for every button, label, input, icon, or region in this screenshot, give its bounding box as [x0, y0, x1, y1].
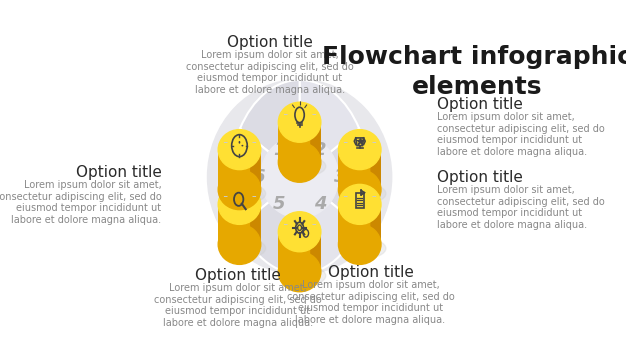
Polygon shape — [339, 205, 381, 244]
Wedge shape — [300, 80, 359, 177]
Ellipse shape — [279, 142, 321, 182]
Polygon shape — [339, 150, 381, 190]
Polygon shape — [250, 205, 260, 249]
Ellipse shape — [342, 238, 386, 258]
Ellipse shape — [218, 184, 260, 224]
Polygon shape — [279, 232, 321, 272]
Text: Lorem ipsum dolor sit amet,
consectetur adipiscing elit, sed do
eiusmod tempor i: Lorem ipsum dolor sit amet, consectetur … — [437, 185, 605, 230]
Text: 2: 2 — [314, 141, 326, 159]
Text: Option title: Option title — [437, 170, 523, 185]
Wedge shape — [240, 177, 300, 274]
Ellipse shape — [282, 266, 326, 286]
Ellipse shape — [218, 130, 260, 170]
Text: Option title: Option title — [227, 35, 313, 50]
Text: Option title: Option title — [195, 268, 281, 283]
Polygon shape — [310, 232, 321, 276]
Ellipse shape — [222, 184, 265, 203]
Text: Lorem ipsum dolor sit amet,
consectetur adipiscing elit, sed do
eiusmod tempor i: Lorem ipsum dolor sit amet, consectetur … — [186, 50, 354, 95]
Text: Lorem ipsum dolor sit amet,
consectetur adipiscing elit, sed do
eiusmod tempor i: Lorem ipsum dolor sit amet, consectetur … — [154, 283, 322, 328]
Text: Lorem ipsum dolor sit amet,
consectetur adipiscing elit, sed do
eiusmod tempor i: Lorem ipsum dolor sit amet, consectetur … — [437, 112, 605, 157]
Polygon shape — [371, 205, 381, 249]
Wedge shape — [231, 128, 300, 226]
Ellipse shape — [218, 170, 260, 210]
Wedge shape — [300, 177, 359, 274]
Ellipse shape — [279, 102, 321, 142]
Polygon shape — [371, 150, 381, 194]
Ellipse shape — [254, 127, 346, 227]
Text: Option title: Option title — [327, 265, 413, 280]
Ellipse shape — [279, 252, 321, 292]
Polygon shape — [250, 150, 260, 194]
Text: 6: 6 — [252, 168, 265, 186]
Polygon shape — [279, 122, 321, 162]
Text: Option title: Option title — [437, 97, 523, 112]
Ellipse shape — [342, 184, 386, 203]
Ellipse shape — [207, 80, 392, 275]
Ellipse shape — [260, 136, 339, 218]
Text: Flowchart infographic
elements: Flowchart infographic elements — [322, 45, 626, 99]
Ellipse shape — [339, 130, 381, 170]
Polygon shape — [218, 150, 260, 190]
Ellipse shape — [279, 212, 321, 252]
Text: Lorem ipsum dolor sit amet,
consectetur adipiscing elit, sed do
eiusmod tempor i: Lorem ipsum dolor sit amet, consectetur … — [0, 180, 162, 225]
Ellipse shape — [339, 170, 381, 210]
Text: 5: 5 — [273, 195, 285, 213]
Polygon shape — [218, 205, 260, 244]
Ellipse shape — [339, 224, 381, 264]
Text: Lorem ipsum dolor sit amet,
consectetur adipiscing elit, sed do
eiusmod tempor i: Lorem ipsum dolor sit amet, consectetur … — [287, 280, 454, 325]
Ellipse shape — [222, 238, 265, 258]
Wedge shape — [240, 80, 300, 177]
Polygon shape — [310, 122, 321, 166]
Ellipse shape — [282, 156, 326, 176]
Text: Option title: Option title — [76, 165, 162, 180]
Ellipse shape — [218, 224, 260, 264]
Text: 3: 3 — [334, 168, 347, 186]
Ellipse shape — [339, 184, 381, 224]
Wedge shape — [300, 128, 368, 226]
Text: 4: 4 — [314, 195, 326, 213]
Text: 1: 1 — [273, 141, 285, 159]
